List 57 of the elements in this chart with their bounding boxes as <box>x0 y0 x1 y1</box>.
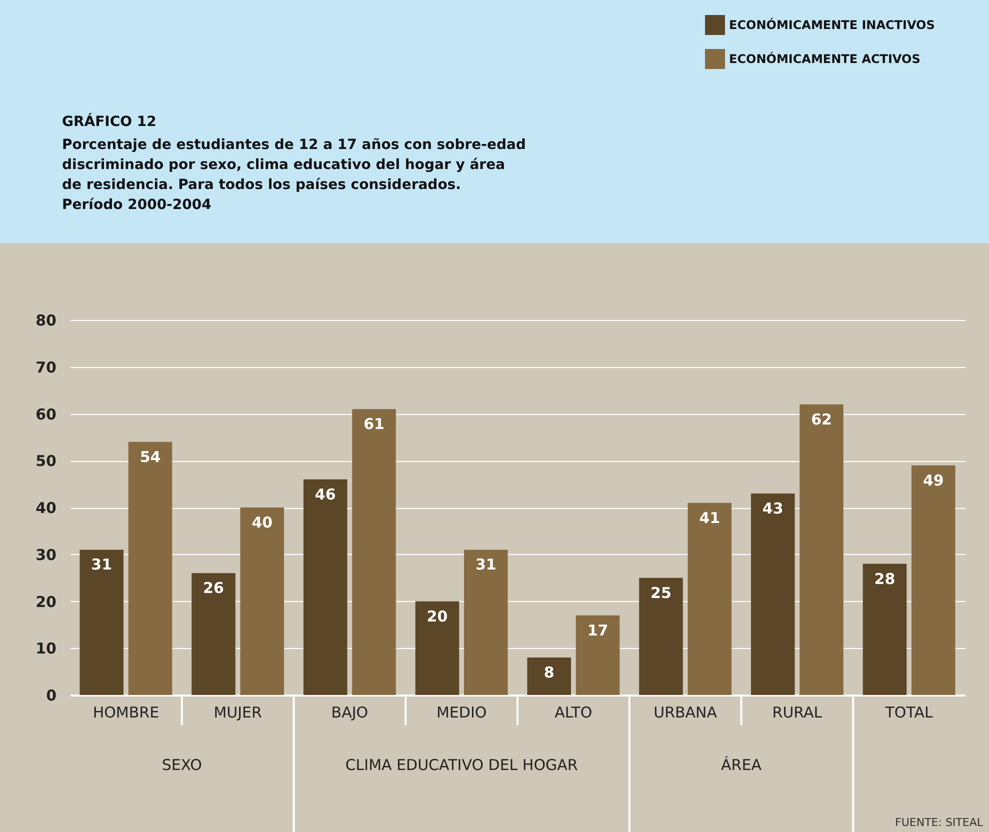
text: SEXO <box>162 756 202 774</box>
y-tick-label: 60 <box>36 405 56 424</box>
text: ÁREA <box>721 756 762 774</box>
data-label: 49 <box>922 471 944 490</box>
x-tick-label: URBANA <box>654 704 718 722</box>
bar <box>527 658 572 695</box>
data-label: 61 <box>364 415 384 434</box>
bar <box>128 442 172 695</box>
chart-subtitle: Porcentaje de estudiantes de 12 a 17 años con sobre-edad discriminado por sexo, clima educativo del hogar y área de residencia. Para todos los países considerados. Período 2000-2004 <box>62 137 526 213</box>
legend-label: ECONÓMICAMENTE INACTIVOS <box>729 17 935 32</box>
data-label: 25 <box>650 584 672 602</box>
x-tick-label: BAJO <box>331 704 368 722</box>
data-label: 20 <box>426 607 448 626</box>
x-tick-label: HOMBRE <box>92 704 160 722</box>
x-tick-label: MEDIO <box>436 704 487 722</box>
bar <box>303 479 348 695</box>
x-tick-label: MUJER <box>214 704 262 722</box>
bar <box>862 564 907 695</box>
data-label: 31 <box>91 556 112 574</box>
data-label: 28 <box>874 570 896 588</box>
y-tick-label: 10 <box>36 640 56 658</box>
data-label: 46 <box>314 485 336 504</box>
y-tick-label: 20 <box>36 592 56 611</box>
data-label: 8 <box>544 664 554 682</box>
x-tick-label: RURAL <box>772 704 823 722</box>
x-tick-label: TOTAL <box>884 704 934 722</box>
data-label: 43 <box>762 499 784 518</box>
y-tick-label: 50 <box>36 452 56 470</box>
source-note: FUENTE: SITEAL <box>895 816 984 829</box>
bar <box>576 615 620 695</box>
x-tick-label: ALTO <box>554 704 592 722</box>
data-label: 31 <box>475 556 496 574</box>
bar <box>750 493 795 695</box>
data-label: 17 <box>587 621 608 640</box>
y-tick-label: 30 <box>36 546 56 564</box>
y-tick-label: 70 <box>36 358 56 376</box>
data-label: 54 <box>140 448 161 466</box>
bar <box>192 573 236 695</box>
data-label: 26 <box>203 579 224 598</box>
bar <box>464 550 508 695</box>
bar <box>240 508 284 695</box>
text: CLIMA EDUCATIVO DEL HOGAR <box>345 756 578 774</box>
bar <box>688 502 732 695</box>
legend-label: ECONÓMICAMENTE ACTIVOS <box>729 51 920 66</box>
data-label: 62 <box>811 410 832 428</box>
bar <box>80 550 124 695</box>
bar <box>911 465 956 695</box>
chart-title: GRÁFICO 12 <box>62 113 156 130</box>
y-tick-label: 40 <box>36 499 56 517</box>
bar <box>800 404 844 695</box>
y-tick-label: 80 <box>36 312 56 330</box>
bar <box>415 601 460 695</box>
bar <box>639 578 683 695</box>
data-label: 40 <box>252 514 273 532</box>
y-tick-label: 0 <box>46 686 56 704</box>
bar <box>352 409 396 695</box>
data-label: 41 <box>699 508 720 527</box>
